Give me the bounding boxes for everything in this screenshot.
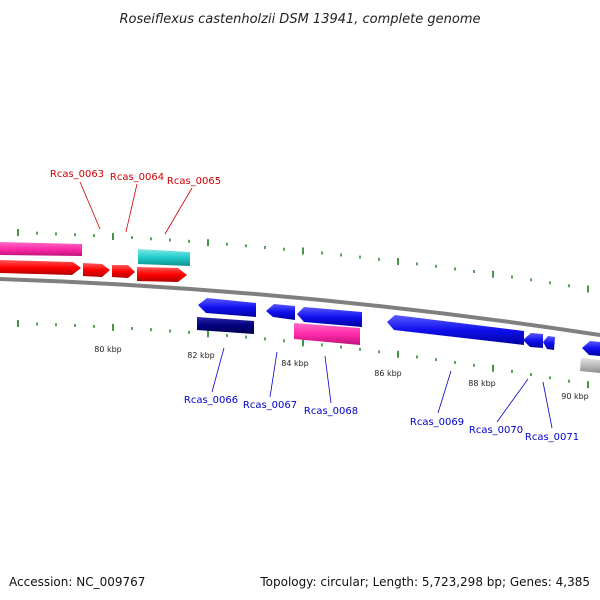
leader-rcas-0070 [496, 378, 529, 423]
genome-backbone [0, 277, 600, 337]
scale-label: 90 kbp [561, 392, 589, 401]
gene-arrow-red-1[interactable] [0, 260, 81, 275]
genome-summary-text: Topology: circular; Length: 5,723,298 bp… [259, 575, 590, 589]
scale-label: 80 kbp [94, 345, 122, 354]
scale-labels: 80 kbp 82 kbp 84 kbp 86 kbp 88 kbp 90 kb… [94, 345, 589, 401]
gene-arrow-blue-1[interactable] [198, 298, 256, 317]
tick-row-lower [17, 320, 589, 389]
gene-label-rcas-0064[interactable]: Rcas_0064 [110, 172, 164, 183]
gene-arrow-red-3[interactable] [112, 265, 135, 278]
gene-arrow-blue-2[interactable] [266, 304, 295, 320]
gene-arrow-blue-5[interactable] [523, 333, 543, 348]
gene-box-navy[interactable] [197, 317, 254, 334]
reverse-labels: Rcas_0066 Rcas_0067 Rcas_0068 Rcas_0069 … [184, 395, 579, 443]
gene-arrow-red-2[interactable] [83, 263, 110, 277]
leader-rcas-0064 [125, 183, 138, 233]
gene-box-gray[interactable] [580, 358, 600, 373]
scale-label: 86 kbp [374, 369, 402, 378]
gene-arrow-red-4[interactable] [137, 267, 187, 282]
reverse-strand-genes [197, 298, 600, 373]
gene-label-rcas-0063[interactable]: Rcas_0063 [50, 169, 104, 180]
gene-label-rcas-0067[interactable]: Rcas_0067 [243, 400, 297, 411]
gene-label-rcas-0065[interactable]: Rcas_0065 [167, 176, 221, 187]
gene-arrow-cyan[interactable] [138, 249, 190, 266]
leader-rcas-0069 [437, 370, 452, 414]
leader-rcas-0066 [211, 347, 225, 393]
leader-rcas-0067 [269, 351, 278, 398]
leader-rcas-0071 [542, 381, 553, 429]
gene-label-rcas-0068[interactable]: Rcas_0068 [304, 406, 358, 417]
forward-strand-genes [0, 242, 190, 282]
gene-arrow-blue-6[interactable] [543, 336, 555, 350]
gene-arrow-blue-4[interactable] [387, 315, 524, 345]
gene-label-rcas-0070[interactable]: Rcas_0070 [469, 425, 523, 436]
forward-label-leaders [79, 181, 193, 235]
scale-label: 84 kbp [281, 359, 309, 368]
gene-arrow-pink-upper[interactable] [0, 242, 82, 256]
leader-rcas-0063 [79, 181, 101, 230]
accession-text: Accession: NC_009767 [9, 575, 145, 589]
leader-rcas-0068 [324, 355, 332, 404]
tick-row-upper [17, 229, 589, 293]
gene-arrow-blue-3[interactable] [297, 307, 362, 327]
scale-label: 88 kbp [468, 379, 496, 388]
scale-label: 82 kbp [187, 351, 215, 360]
map-title: Roseiflexus castenholzii DSM 13941, comp… [120, 12, 481, 27]
forward-labels: Rcas_0063 Rcas_0064 Rcas_0065 [50, 169, 221, 187]
gene-box-pink-lower[interactable] [294, 323, 360, 345]
gene-arrow-blue-7[interactable] [582, 341, 600, 356]
gene-label-rcas-0066[interactable]: Rcas_0066 [184, 395, 238, 406]
gene-label-rcas-0069[interactable]: Rcas_0069 [410, 417, 464, 428]
gene-label-rcas-0071[interactable]: Rcas_0071 [525, 432, 579, 443]
reverse-label-leaders [211, 347, 553, 429]
leader-rcas-0065 [164, 187, 193, 235]
